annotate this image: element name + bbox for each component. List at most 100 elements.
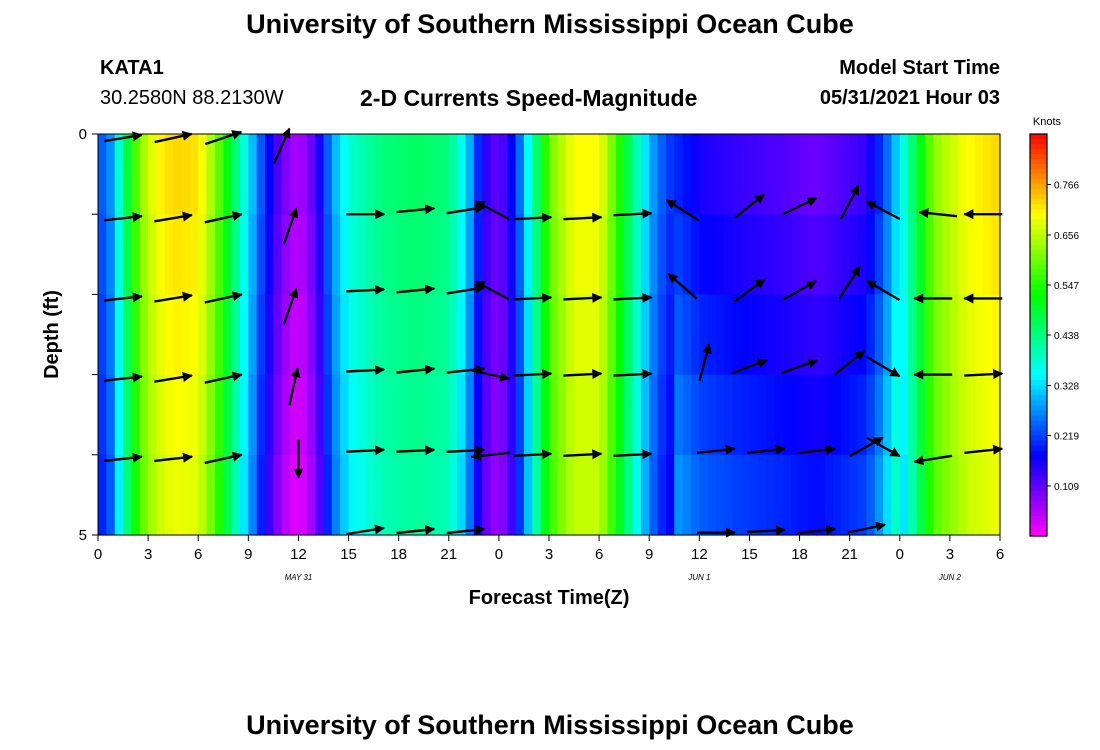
station-coords: 30.2580N 88.2130W [100,87,284,109]
heatmap-cell [440,454,450,536]
heatmap-cell [749,294,759,376]
heatmap-cell [841,454,851,536]
heatmap-cell [148,294,158,376]
current-arrow [918,208,958,219]
heatmap-cell [340,294,350,376]
heatmap-cell [866,374,876,456]
colorbar-segment [1030,229,1047,236]
colorbar-segment [1030,530,1047,537]
heatmap-cell [632,374,642,456]
current-arrow [838,265,862,299]
heatmap-cell [373,134,383,215]
heatmap-cell [356,454,366,536]
colorbar-segment [1030,144,1047,150]
heatmap-cell [290,294,300,376]
colorbar-segment [1030,385,1047,391]
current-arrow [204,211,243,224]
heatmap-cell [841,214,851,295]
current-arrow [513,449,553,460]
heatmap-cell [640,134,650,215]
current-arrow [866,355,901,378]
heatmap-cell [198,454,208,536]
heatmap-cell [824,214,834,295]
heatmap-cell [649,214,659,295]
heatmap-cell [273,294,283,376]
current-arrow [696,444,736,455]
current-arrow [849,436,884,458]
heatmap-cell [724,134,734,215]
heatmap-cell [565,374,575,456]
heatmap-cell [557,374,567,456]
heatmap-cell [281,134,291,215]
heatmap-cell [164,374,174,456]
heatmap-cell [390,294,400,376]
heatmap-cell [690,134,700,215]
heatmap-cell [741,214,751,295]
current-arrow [781,197,818,216]
heatmap-cell [949,374,959,456]
heatmap-cell [223,454,233,536]
colorbar-segment [1030,169,1047,175]
heatmap-cell [665,294,675,376]
colorbar-tick-label: 0.219 [1054,432,1079,443]
heatmap-cell [549,454,558,536]
heatmap-cell [924,214,934,295]
heatmap-cell [181,134,191,215]
heatmap-cell [983,134,993,215]
heatmap-cell [482,454,492,536]
heatmap-cell [949,134,959,215]
heatmap-cell [106,214,116,295]
heatmap-cell [532,454,542,536]
heatmap-cell [398,134,408,215]
heatmap-cell [231,374,241,456]
colorbar-segment [1030,495,1047,502]
heatmap-cell [331,294,341,376]
colorbar-segment [1030,264,1047,271]
heatmap-cell [549,374,558,456]
current-arrow [471,369,511,382]
heatmap-cell [423,454,433,536]
heatmap-cell [407,374,416,456]
station-id: KATA1 [100,57,164,79]
heatmap-cell [323,454,333,536]
heatmap-cell [883,454,893,536]
heatmap-cell [214,454,224,536]
colorbar-segment [1030,214,1047,221]
heatmap-cell [699,454,709,536]
colorbar-segment [1030,204,1047,210]
heatmap-cell [582,454,592,536]
heatmap-cell [824,454,834,536]
heatmap-cell [206,134,216,215]
heatmap-cell [156,374,166,456]
colorbar-segment [1030,400,1047,406]
heatmap-cell [640,454,650,536]
heatmap-cell [306,134,316,215]
heatmap-cell [223,214,233,295]
heatmap-cell [148,374,158,456]
heatmap-cell [699,134,709,215]
heatmap-cell [874,454,884,536]
current-arrow [847,521,886,534]
heatmap-cell [791,294,801,376]
heatmap-cell [540,454,550,536]
heatmap-cell [849,294,859,376]
colorbar-segment [1030,460,1047,467]
heatmap-cell [173,374,183,456]
colorbar-segment [1030,505,1047,512]
heatmap-cell [482,374,492,456]
current-arrow [513,292,553,303]
heatmap-cell [315,294,325,376]
current-arrow [104,292,143,303]
heatmap-cell [114,454,124,536]
colorbar-tick-label: 0.547 [1054,281,1079,292]
colorbar-unit: Knots [1033,116,1062,128]
heatmap-cell [549,214,558,295]
heatmap-cell [390,454,400,536]
heatmap-cell [239,294,249,376]
heatmap-cell [523,134,533,215]
heatmap-cell [457,214,467,295]
heatmap-cell [515,454,525,536]
heatmap-cell [507,374,517,456]
heatmap-cell [306,374,316,456]
current-arrow [104,131,143,143]
